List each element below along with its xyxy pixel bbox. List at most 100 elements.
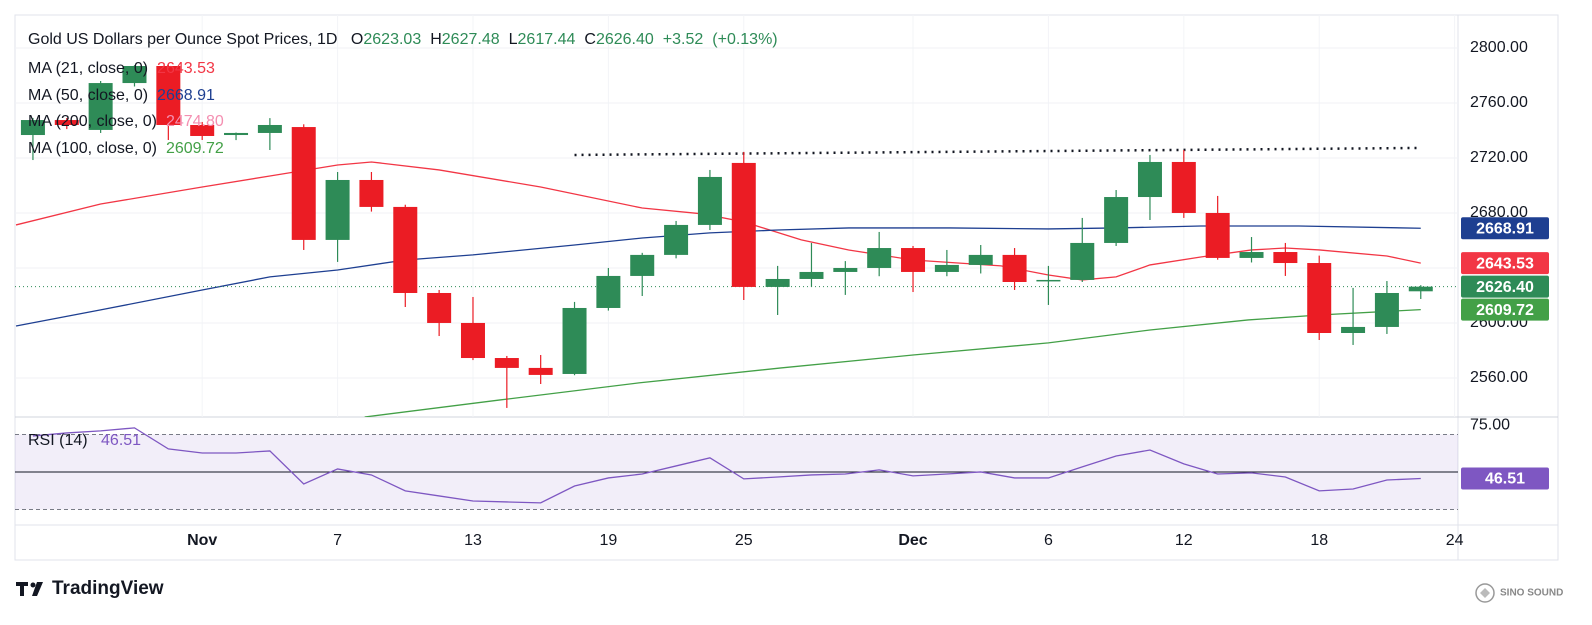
moving-average-line: [364, 308, 1421, 417]
header-legend: Gold US Dollars per Ounce Spot Prices, 1…: [28, 30, 778, 50]
ohlc-name: H: [430, 31, 442, 48]
ma-badge-bg: [1461, 298, 1549, 321]
change-percent: (+0.13%): [712, 31, 778, 48]
candle-body: [122, 66, 147, 84]
candle-body: [799, 271, 824, 279]
x-tick-label: 18: [1310, 532, 1328, 549]
price-pane: [15, 15, 1458, 417]
ma-legend-row: MA (200, close, 0) 2474.80: [28, 109, 224, 136]
ma-name: MA (100, close, 0): [28, 139, 157, 157]
x-tick-label: 19: [599, 532, 617, 549]
candle-body: [765, 278, 790, 287]
candle-body: [190, 124, 215, 136]
candle-body: [1273, 252, 1298, 264]
resistance-line: [574, 146, 1421, 157]
chart-frame: [14, 14, 1559, 561]
candle-body: [54, 120, 79, 125]
candle-body: [427, 292, 452, 323]
ma-badge-bg: [1461, 217, 1549, 240]
candle-body: [88, 83, 113, 130]
candle-body: [393, 206, 418, 293]
watermark-icon: [1475, 583, 1495, 603]
candle-body: [934, 264, 959, 272]
ma-value: 2668.91: [157, 86, 215, 104]
candle-body: [867, 248, 892, 268]
candle-body: [291, 127, 316, 240]
candle-body: [901, 248, 926, 272]
ma-legend-row: MA (100, close, 0) 2609.72: [28, 136, 224, 163]
candle-body: [1239, 252, 1264, 258]
candle-body: [359, 179, 384, 207]
rsi-badge-bg: [1461, 467, 1549, 490]
candle-body: [1036, 279, 1061, 282]
candle-body: [731, 162, 756, 287]
ma-legend: MA (21, close, 0) 2643.53 MA (50, close, 0…: [28, 56, 224, 162]
ohlc-value: 2617.44: [517, 31, 576, 48]
ohlc-value: 2627.48: [441, 31, 500, 48]
x-tick-label: 24: [1446, 532, 1464, 549]
y-tick-label: 2680.00: [1470, 204, 1528, 221]
x-tick-label: 6: [1044, 532, 1053, 549]
x-tick-label: 12: [1175, 532, 1193, 549]
rsi-value: 46.51: [101, 432, 142, 449]
x-tick-label: 25: [735, 532, 753, 549]
ma-legend-row: MA (50, close, 0) 2668.91: [28, 83, 224, 110]
candle-body: [494, 358, 519, 368]
ma-badge: 2668.91: [1476, 220, 1534, 237]
candle-body: [630, 254, 655, 276]
candle-body: [1171, 161, 1196, 213]
ma-badge: 2643.53: [1476, 255, 1534, 272]
watermark: SINO SOUND: [1500, 588, 1563, 599]
x-tick-label: 7: [333, 532, 342, 549]
ma-value: 2609.72: [165, 139, 224, 157]
close-badge: 2626.40: [1476, 279, 1534, 296]
candle-body: [697, 176, 722, 225]
y-tick-label: 2800.00: [1470, 39, 1528, 56]
ma-legend-row: MA (21, close, 0) 2643.53: [28, 56, 224, 83]
close-badge-bg: [1461, 275, 1549, 298]
ohlc-name: L: [508, 31, 518, 48]
candle-body: [1205, 212, 1230, 258]
ma-name: MA (200, close, 0): [28, 113, 157, 130]
rsi-line: [32, 427, 1421, 504]
x-tick-label: Nov: [187, 532, 217, 549]
candle-body: [257, 124, 282, 133]
candle-body: [968, 254, 993, 265]
candle-body: [20, 120, 45, 136]
candle-body: [833, 267, 858, 272]
candle-body: [1104, 197, 1129, 243]
ohlc-value: 2623.03: [363, 31, 422, 48]
y-tick-label: 2720.00: [1470, 149, 1528, 166]
ma-badge-bg: [1461, 252, 1549, 275]
rsi-name: RSI (14): [28, 432, 88, 449]
x-tick-label: 13: [464, 532, 482, 549]
candle-body: [325, 179, 350, 240]
ma-value: 2643.53: [157, 60, 215, 77]
candle-body: [664, 224, 689, 255]
ohlc-name: O: [350, 31, 364, 48]
candle-body: [1374, 292, 1399, 327]
candle-body: [562, 307, 587, 374]
y-tick-label: 2760.00: [1470, 94, 1528, 111]
symbol-title: Gold US Dollars per Ounce Spot Prices, 1…: [28, 31, 338, 48]
ma-badge: 2609.72: [1476, 302, 1534, 319]
logo-icon: [16, 582, 43, 596]
rsi-badge: 46.51: [1485, 471, 1525, 488]
candle-body: [1137, 161, 1162, 198]
candle-body: [156, 66, 181, 125]
rsi-pane: [15, 427, 1458, 510]
y-tick-label: 2560.00: [1470, 369, 1528, 386]
candle-body: [1002, 254, 1027, 282]
candle-body: [596, 275, 621, 308]
ma-value: 2474.80: [165, 113, 224, 130]
ma-name: MA (21, close, 0): [28, 60, 149, 77]
candle-body: [528, 367, 553, 375]
candle-body: [1307, 263, 1332, 333]
candle-body: [224, 132, 249, 136]
candle-body: [1070, 242, 1095, 280]
logo-text: TradingView: [52, 578, 164, 599]
rsi-legend: RSI (14) 46.51: [28, 431, 141, 451]
change: +3.52: [662, 31, 704, 48]
